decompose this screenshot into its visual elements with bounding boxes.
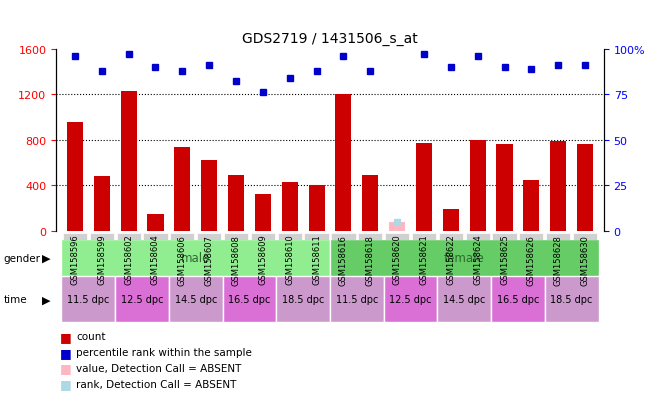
- Text: GSM158616: GSM158616: [339, 234, 348, 285]
- Text: GSM158599: GSM158599: [97, 234, 106, 285]
- FancyBboxPatch shape: [465, 234, 490, 240]
- Text: ■: ■: [59, 377, 71, 390]
- FancyBboxPatch shape: [412, 234, 436, 240]
- Text: ■: ■: [59, 330, 71, 343]
- FancyBboxPatch shape: [197, 234, 221, 240]
- Bar: [550, 142, 566, 231]
- Text: GSM158606: GSM158606: [178, 234, 187, 285]
- FancyBboxPatch shape: [330, 277, 383, 322]
- Text: 18.5 dpc: 18.5 dpc: [282, 294, 324, 304]
- FancyBboxPatch shape: [438, 277, 491, 322]
- Text: 14.5 dpc: 14.5 dpc: [174, 294, 217, 304]
- Text: GSM158624: GSM158624: [473, 234, 482, 285]
- Text: GSM158604: GSM158604: [151, 234, 160, 285]
- Text: GSM158620: GSM158620: [393, 234, 402, 285]
- Text: 16.5 dpc: 16.5 dpc: [228, 294, 271, 304]
- FancyBboxPatch shape: [492, 234, 517, 240]
- Text: GSM158608: GSM158608: [232, 234, 240, 285]
- Bar: [67, 122, 83, 231]
- Bar: [389, 222, 405, 231]
- FancyBboxPatch shape: [385, 234, 409, 240]
- FancyBboxPatch shape: [519, 234, 543, 240]
- FancyBboxPatch shape: [117, 234, 141, 240]
- Text: GSM158625: GSM158625: [500, 234, 509, 285]
- Bar: [121, 92, 137, 231]
- Text: GSM158602: GSM158602: [124, 234, 133, 285]
- Bar: [255, 195, 271, 231]
- Bar: [147, 214, 164, 231]
- Bar: [443, 210, 459, 231]
- Title: GDS2719 / 1431506_s_at: GDS2719 / 1431506_s_at: [242, 32, 418, 46]
- Text: 12.5 dpc: 12.5 dpc: [389, 294, 432, 304]
- Text: ▶: ▶: [42, 294, 50, 304]
- Bar: [523, 180, 539, 231]
- Text: time: time: [3, 294, 27, 304]
- FancyBboxPatch shape: [304, 234, 329, 240]
- Text: GSM158596: GSM158596: [71, 234, 79, 285]
- FancyBboxPatch shape: [546, 234, 570, 240]
- FancyBboxPatch shape: [383, 277, 438, 322]
- Bar: [335, 95, 352, 231]
- Text: 11.5 dpc: 11.5 dpc: [67, 294, 110, 304]
- FancyBboxPatch shape: [544, 277, 599, 322]
- FancyBboxPatch shape: [331, 234, 356, 240]
- FancyBboxPatch shape: [278, 234, 302, 240]
- Text: GSM158621: GSM158621: [420, 234, 428, 285]
- Text: ■: ■: [59, 361, 71, 375]
- FancyBboxPatch shape: [63, 234, 87, 240]
- FancyBboxPatch shape: [169, 277, 222, 322]
- Text: 11.5 dpc: 11.5 dpc: [336, 294, 378, 304]
- Text: value, Detection Call = ABSENT: value, Detection Call = ABSENT: [76, 363, 242, 373]
- Bar: [362, 176, 378, 231]
- FancyBboxPatch shape: [573, 234, 597, 240]
- Text: GSM158618: GSM158618: [366, 234, 375, 285]
- Text: count: count: [76, 332, 106, 342]
- Text: ■: ■: [59, 346, 71, 359]
- FancyBboxPatch shape: [439, 234, 463, 240]
- Text: GSM158628: GSM158628: [554, 234, 563, 285]
- Text: GSM158630: GSM158630: [581, 234, 589, 285]
- FancyBboxPatch shape: [251, 234, 275, 240]
- Text: 14.5 dpc: 14.5 dpc: [443, 294, 486, 304]
- FancyBboxPatch shape: [277, 277, 330, 322]
- FancyBboxPatch shape: [143, 234, 168, 240]
- FancyBboxPatch shape: [61, 277, 116, 322]
- Text: GSM158607: GSM158607: [205, 234, 214, 285]
- Text: ▶: ▶: [42, 253, 50, 263]
- Bar: [416, 144, 432, 231]
- Text: GSM158626: GSM158626: [527, 234, 536, 285]
- Bar: [496, 145, 513, 231]
- FancyBboxPatch shape: [170, 234, 195, 240]
- FancyBboxPatch shape: [90, 234, 114, 240]
- FancyBboxPatch shape: [115, 277, 169, 322]
- Bar: [470, 140, 486, 231]
- Bar: [282, 183, 298, 231]
- Bar: [577, 145, 593, 231]
- Text: percentile rank within the sample: percentile rank within the sample: [76, 347, 251, 357]
- FancyBboxPatch shape: [358, 234, 382, 240]
- Text: GSM158609: GSM158609: [258, 234, 267, 285]
- Bar: [94, 177, 110, 231]
- Text: gender: gender: [3, 253, 40, 263]
- Text: GSM158611: GSM158611: [312, 234, 321, 285]
- Bar: [308, 186, 325, 231]
- Text: GSM158610: GSM158610: [285, 234, 294, 285]
- Text: female: female: [444, 252, 484, 265]
- Bar: [174, 147, 190, 231]
- Bar: [201, 161, 217, 231]
- FancyBboxPatch shape: [491, 277, 544, 322]
- Bar: [228, 176, 244, 231]
- Text: GSM158622: GSM158622: [446, 234, 455, 285]
- FancyBboxPatch shape: [224, 234, 248, 240]
- Text: rank, Detection Call = ABSENT: rank, Detection Call = ABSENT: [76, 379, 236, 389]
- Text: 18.5 dpc: 18.5 dpc: [550, 294, 593, 304]
- Text: 12.5 dpc: 12.5 dpc: [121, 294, 163, 304]
- FancyBboxPatch shape: [61, 240, 330, 277]
- Text: male: male: [181, 252, 211, 265]
- FancyBboxPatch shape: [222, 277, 277, 322]
- FancyBboxPatch shape: [330, 240, 599, 277]
- Text: 16.5 dpc: 16.5 dpc: [497, 294, 539, 304]
